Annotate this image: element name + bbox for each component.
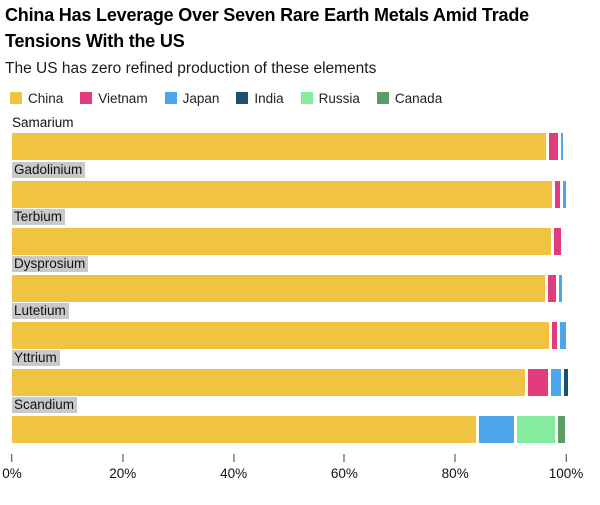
legend-label: Vietnam [98,90,148,106]
legend-item-china: China [10,91,63,106]
bar-segment-vietnam [549,133,558,160]
stacked-bar [12,133,566,160]
category-label: Lutetium [12,303,69,319]
category-label: Terbium [12,209,66,225]
tick-label: 20% [109,466,137,481]
x-axis-tick: 60% [331,454,358,481]
legend-item-russia: Russia [300,90,360,106]
x-axis-tick: 0% [2,454,22,481]
bar-segment-china [12,228,551,255]
bar-segment-vietnam [554,181,561,208]
x-axis: 0% 20% 40% 60% 80% 100% [2,454,583,492]
bar-segment-russia [517,416,556,443]
bar-segment-vietnam [528,369,549,396]
category-label: Gadolinium [12,162,86,178]
tick-mark [565,454,567,462]
bar-row-samarium: Samarium [12,114,566,160]
bar-segment-japan [560,133,564,160]
chart-title: China Has Leverage Over Seven Rare Earth… [5,5,529,51]
bar-segment-japan [559,275,562,302]
legend: China Vietnam Japan India Russia Canada [10,90,600,106]
x-axis-tick: 80% [442,454,469,481]
bar-row-yttrium: Yttrium [12,349,569,396]
legend-item-india: India [236,90,284,106]
bar-segment-vietnam [553,228,561,255]
x-axis-tick: 20% [109,454,136,481]
bar-row-lutetium: Lutetium [12,302,566,349]
category-label: Scandium [12,397,78,413]
tick-mark [233,454,235,462]
stacked-bar [12,228,566,255]
tick-mark [454,454,456,462]
chart-subtitle: The US has zero refined production of th… [5,60,377,77]
stacked-bar [12,322,566,349]
category-label: Samarium [12,115,74,130]
bar-segment-vietnam [548,275,557,302]
bar-segment-china [12,275,546,302]
legend-label: China [28,90,64,106]
legend-label: India [254,90,284,106]
tick-label: 40% [220,466,248,481]
tick-label: 0% [2,466,22,481]
tick-mark [343,454,345,462]
legend-swatch-russia [300,92,313,104]
bar-segment-china [12,133,547,160]
legend-item-vietnam: Vietnam [80,90,148,106]
legend-label: Japan [182,90,220,106]
category-label: Yttrium [12,350,60,366]
stacked-bar [12,275,566,302]
chart-container: China Has Leverage Over Seven Rare Earth… [0,2,600,492]
bar-row-terbium: Terbium [12,208,566,255]
bar-segment-japan [479,416,515,443]
stacked-bar [12,181,566,208]
tick-mark [122,454,124,462]
bar-segment-china [12,322,549,349]
tick-label: 80% [441,466,469,481]
stacked-bar [12,369,569,396]
stacked-bar [12,416,566,443]
legend-swatch-canada [376,92,389,104]
bar-segment-vietnam [551,322,558,349]
legend-swatch-japan [164,92,177,104]
bar-row-dysprosium: Dysprosium [12,255,566,302]
x-axis-tick: 100% [548,454,584,481]
bar-segment-china [12,416,477,443]
bar-segment-japan [551,369,562,396]
bar-segment-china [12,369,526,396]
category-label: Dysprosium [12,256,89,272]
bar-segment-japan [560,322,566,349]
tick-label: 100% [548,466,584,481]
legend-swatch-vietnam [80,92,93,104]
bar-segment-china [12,181,552,208]
tick-label: 60% [330,466,358,481]
legend-swatch-china [10,92,22,104]
legend-item-canada: Canada [376,90,443,106]
tick-mark [11,454,13,462]
bar-segment-japan [563,181,566,208]
x-axis-tick: 40% [220,454,247,481]
bar-segment-canada [558,416,566,443]
legend-swatch-india [236,92,249,104]
plot-area: Samarium Gadolinium Terbium Dysprosium Lutet… [12,114,569,443]
bar-segment-india [564,369,569,396]
legend-item-japan: Japan [164,90,220,106]
legend-label: Russia [318,90,360,106]
bar-row-gadolinium: Gadolinium [12,161,566,208]
legend-label: Canada [394,90,443,106]
bar-row-scandium: Scandium [12,396,566,443]
